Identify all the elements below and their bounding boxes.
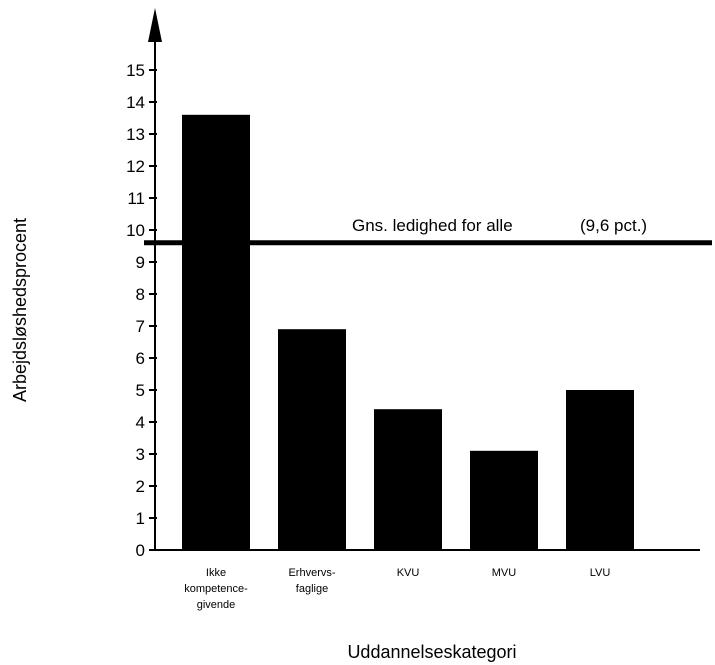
x-tick-label: KVU bbox=[397, 567, 420, 579]
bar bbox=[374, 409, 442, 550]
y-tick-label: 0 bbox=[136, 541, 145, 560]
y-tick-label: 14 bbox=[126, 93, 145, 112]
y-tick-label: 1 bbox=[136, 509, 145, 528]
x-tick-label: Ikke bbox=[206, 567, 226, 579]
x-axis: Ikke kompetence-givende Erhvervs-faglige KV… bbox=[155, 549, 700, 611]
y-tick-label: 7 bbox=[136, 317, 145, 336]
y-axis-title: Arbejdsløshedsprocent bbox=[10, 218, 30, 402]
y-tick-label: 3 bbox=[136, 445, 145, 464]
bars bbox=[182, 114, 634, 551]
y-tick-label: 8 bbox=[136, 285, 145, 304]
bar bbox=[566, 390, 634, 550]
bar bbox=[470, 450, 538, 550]
reference-line-value-label: (9,6 pct.) bbox=[580, 216, 647, 235]
reference-line-label: Gns. ledighed for alle bbox=[352, 216, 513, 235]
x-tick-label: Erhvervs- bbox=[288, 567, 335, 579]
y-tick-label: 15 bbox=[126, 61, 145, 80]
y-tick-label: 2 bbox=[136, 477, 145, 496]
y-tick-label: 12 bbox=[126, 157, 145, 176]
x-tick-label: kompetence- bbox=[184, 583, 248, 595]
x-tick-label: faglige bbox=[296, 583, 328, 595]
bar bbox=[182, 114, 250, 551]
y-tick-label: 6 bbox=[136, 349, 145, 368]
y-tick-label: 5 bbox=[136, 381, 145, 400]
x-tick-label: givende bbox=[197, 599, 236, 611]
reference-line-group: Gns. ledighed for alle (9,6 pct.) bbox=[144, 216, 712, 246]
y-tick-label: 10 bbox=[126, 221, 145, 240]
bar bbox=[278, 329, 346, 550]
y-tick-label: 13 bbox=[126, 125, 145, 144]
x-axis-title: Uddannelseskategori bbox=[347, 642, 516, 662]
y-tick-label: 11 bbox=[127, 189, 145, 208]
y-tick-label: 4 bbox=[136, 413, 145, 432]
x-tick-label: LVU bbox=[590, 567, 611, 579]
y-axis-arrow-icon bbox=[148, 8, 162, 42]
x-tick-label: MVU bbox=[492, 567, 517, 579]
y-tick-label: 9 bbox=[136, 253, 145, 272]
